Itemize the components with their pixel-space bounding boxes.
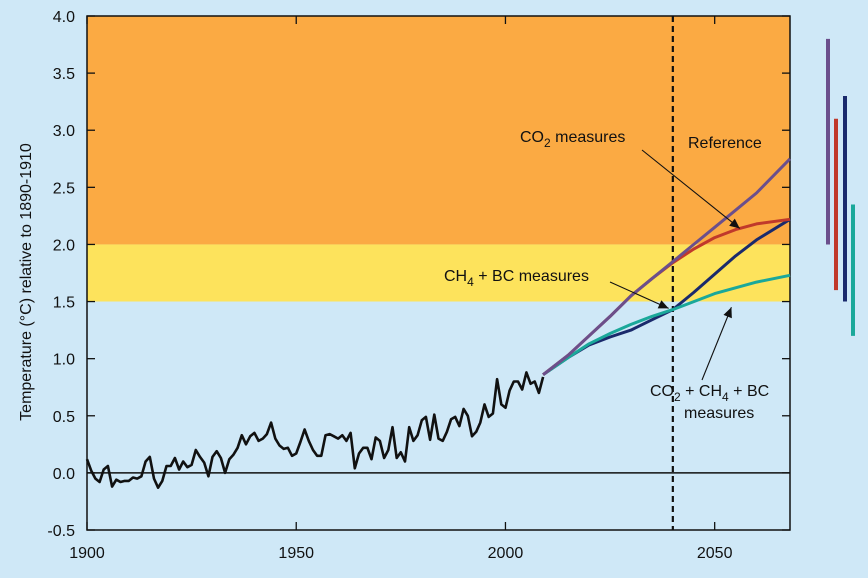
x-tick-label: 2000	[488, 545, 524, 562]
y-tick-label: 2.5	[53, 180, 75, 197]
x-axis-ticks: 1900 1950 2000 2050	[69, 16, 733, 562]
arrow-co2-ch4-bc-measures-head	[723, 307, 732, 319]
plot-frame	[86, 15, 791, 531]
band-1	[87, 244, 790, 302]
y-tick-label: 1.0	[53, 352, 75, 369]
series-line-ch4-bc-measures	[542, 273, 791, 376]
annotation-arrows	[609, 149, 741, 381]
x-tick-label: 2050	[697, 545, 733, 562]
threshold-bands	[87, 16, 790, 530]
y-tick-label: 3.5	[53, 66, 75, 83]
series-lines	[85, 157, 792, 489]
series-line-reference	[542, 157, 792, 376]
y-axis-label: Temperature (°C) relative to 1890-1910	[18, 143, 35, 421]
annotation-co2-measures: CO2 measures	[520, 129, 625, 150]
y-tick-label: 1.5	[53, 295, 75, 312]
y-tick-label: 4.0	[53, 9, 75, 26]
arrow-co2-measures-head	[729, 218, 740, 229]
annotation-co2-ch4-bc-measures: CO2 + CH4 + BC	[650, 383, 769, 404]
y-tick-label: 0.0	[53, 466, 75, 483]
y-tick-label: 3.0	[53, 123, 75, 140]
range-bars	[826, 38, 855, 336]
y-tick-label: -0.5	[47, 523, 75, 540]
arrow-ch4-bc-measures-head	[657, 300, 669, 309]
y-tick-label: 2.0	[53, 237, 75, 254]
annotation-ch4-bc-measures: CH4 + BC measures	[444, 268, 589, 289]
annotation-measures: measures	[684, 405, 754, 422]
arrow-co2-ch4-bc-measures	[701, 307, 732, 381]
plot-border	[86, 15, 791, 531]
observed-temperature-line	[85, 371, 545, 489]
band-0	[87, 16, 790, 245]
y-tick-label: 0.5	[53, 409, 75, 426]
arrow-ch4-bc-measures	[609, 281, 669, 309]
x-tick-label: 1950	[278, 545, 314, 562]
x-tick-label: 1900	[69, 545, 105, 562]
arrow-co2-measures	[641, 149, 741, 229]
annotation-reference: Reference	[688, 135, 762, 152]
